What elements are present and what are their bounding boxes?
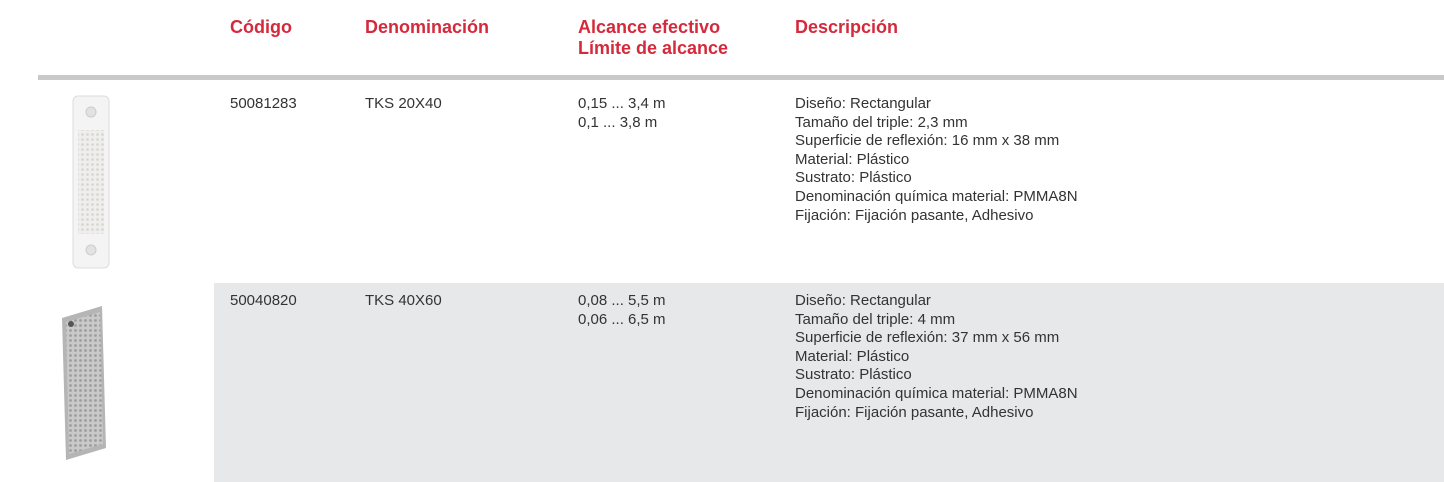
range-line: 0,15 ... 3,4 m xyxy=(578,95,666,112)
description-line: Material: Plástico xyxy=(795,150,910,168)
description-line: Denominación química material: PMMA8N xyxy=(795,384,1078,402)
name: TKS 20X40 xyxy=(365,95,442,112)
header-code: Código xyxy=(230,17,292,37)
description-line: Fijación: Fijación pasante, Adhesivo xyxy=(795,403,1034,421)
row-background xyxy=(214,283,1444,482)
description-line: Superficie de reflexión: 16 mm x 38 mm xyxy=(795,132,1060,150)
table-row: 50040820 TKS 40X60 0,08 ... 5,5 m 0,06 ... … xyxy=(214,292,1444,472)
range-line: 0,1 ... 3,8 m xyxy=(578,113,658,131)
range-line: 0,06 ... 6,5 m xyxy=(578,310,666,328)
header-description: Descripción xyxy=(795,17,899,37)
description-line: Diseño: Rectangular xyxy=(795,95,931,112)
description-line: Tamaño del triple: 2,3 mm xyxy=(795,113,968,131)
name: TKS 40X60 xyxy=(365,292,442,309)
description-line: Material: Plástico xyxy=(795,347,910,365)
header-rule xyxy=(38,75,1444,80)
description-line: Diseño: Rectangular xyxy=(795,292,931,309)
range-line: 0,08 ... 5,5 m xyxy=(578,292,666,309)
code: 50040820 xyxy=(230,292,297,309)
product-image xyxy=(72,95,110,269)
range: 0,08 ... 5,5 m 0,06 ... 6,5 m xyxy=(578,292,666,329)
table-row: 50081283 TKS 20X40 0,15 ... 3,4 m 0,1 ... 3… xyxy=(214,95,1444,275)
description-line: Sustrato: Plástico xyxy=(795,169,912,187)
description-line: Denominación química material: PMMA8N xyxy=(795,187,1078,205)
description-line: Tamaño del triple: 4 mm xyxy=(795,310,956,328)
header-range-line: Límite de alcance xyxy=(578,38,729,58)
description: Diseño: Rectangular Tamaño del triple: 4 … xyxy=(795,292,1078,422)
product-image xyxy=(62,306,106,460)
header-range: Alcance efectivo Límite de alcance xyxy=(578,17,728,59)
header-range-line: Alcance efectivo xyxy=(578,17,721,37)
description-line: Sustrato: Plástico xyxy=(795,366,912,384)
code: 50081283 xyxy=(230,95,297,112)
description-line: Fijación: Fijación pasante, Adhesivo xyxy=(795,206,1034,224)
description-line: Superficie de reflexión: 37 mm x 56 mm xyxy=(795,329,1060,347)
range: 0,15 ... 3,4 m 0,1 ... 3,8 m xyxy=(578,95,666,132)
description: Diseño: Rectangular Tamaño del triple: 2,… xyxy=(795,95,1078,225)
header-name: Denominación xyxy=(365,17,490,37)
